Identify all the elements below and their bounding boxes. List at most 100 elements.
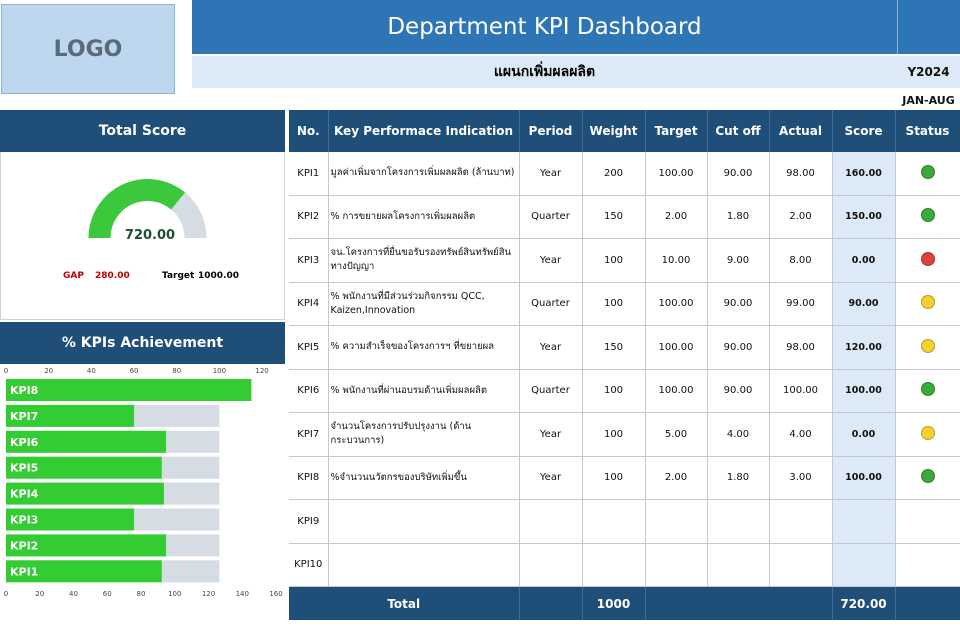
total-score: 720.00: [832, 586, 896, 620]
achievement-bar: [6, 379, 252, 401]
cell-score: [832, 543, 896, 587]
total-weight: 1000: [582, 586, 646, 620]
cell-actual: 8.00: [769, 238, 833, 283]
cell-cutoff: 4.00: [707, 412, 770, 457]
cell-score: 100.00: [832, 456, 896, 500]
cell-cutoff: [707, 543, 770, 587]
achievement-bar: [6, 534, 167, 557]
cell-target: 100.00: [645, 325, 708, 370]
status-yellow-icon: [920, 425, 935, 440]
cell-actual: 3.00: [769, 456, 833, 500]
bottom-axis-tick-label: 140: [236, 590, 249, 598]
bar-category-label: KPI8: [10, 384, 38, 397]
total-score-heading: Total Score: [0, 110, 285, 152]
cell-status: [895, 152, 960, 196]
cell-target: 2.00: [645, 456, 708, 500]
cell-weight: 100: [582, 282, 646, 326]
table-row: KPI5% ความสำเร็จของโครงการฯ ที่ขยายผล Yea…: [289, 325, 960, 370]
cell-name: %จำนวนนวัตกรของบริษัทเพิ่มขึ้น: [328, 456, 520, 500]
table-row: KPI8 %จำนวนนวัตกรของบริษัทเพิ่มขึ้น Year 10…: [289, 456, 960, 500]
cell-score: 90.00: [832, 282, 896, 326]
cell-target: 100.00: [645, 152, 708, 196]
cell-no: KPI10: [289, 543, 329, 587]
bar-category-label: KPI5: [10, 462, 38, 475]
cell-score: 160.00: [832, 152, 896, 196]
bottom-axis-tick-label: 60: [103, 590, 112, 598]
cell-status: [895, 412, 960, 457]
cell-status: [895, 369, 960, 413]
cell-name: % การขยายผลโครงการเพิ่มผลผลิต: [328, 195, 520, 239]
cell-weight: 200: [582, 152, 646, 196]
cell-period: Quarter: [519, 282, 583, 326]
kpi-table: No. Key Performace Indication Period Weight…: [289, 110, 960, 620]
cell-cutoff: 90.00: [707, 325, 770, 370]
cell-no: KPI3: [289, 238, 329, 283]
cell-period: Year: [519, 238, 583, 283]
cell-name: มูลค่าเพิ่มจากโครงการเพิ่มผลผลิต (ล้านบา…: [328, 152, 520, 196]
top-axis-tick-label: 60: [130, 367, 139, 375]
cell-actual: [769, 499, 833, 544]
kpi-achievement-heading: % KPIs Achievement: [0, 322, 285, 364]
cell-status: [895, 325, 960, 370]
total-score-value: 720.00: [124, 228, 176, 243]
title-bar-right-cell: [897, 0, 960, 54]
target-value: 1000.00: [198, 271, 239, 281]
cell-no: KPI1: [289, 152, 329, 196]
table-row: KPI4% พนักงานที่มีส่วนร่วมกิจกรรม QCC, K…: [289, 282, 960, 326]
cell-period: Year: [519, 412, 583, 457]
dashboard-title: Department KPI Dashboard: [192, 0, 897, 54]
total-status: [895, 586, 960, 620]
cell-period: [519, 499, 583, 544]
cell-actual: [769, 543, 833, 587]
bar-category-label: KPI4: [10, 488, 39, 501]
cell-no: KPI4: [289, 282, 329, 326]
top-axis-tick-label: 80: [172, 367, 181, 375]
cell-weight: [582, 543, 646, 587]
cell-name: [328, 499, 520, 544]
achievement-bar: [6, 508, 135, 531]
table-row: KPI3 จน.โครงการที่ยื่นขอรับรองทรัพย์สินทร…: [289, 238, 960, 283]
cell-score: 120.00: [832, 325, 896, 370]
table-row: KPI7 จำนวนโครงการปรับปรุงงาน (ด้านกระบวนก…: [289, 412, 960, 457]
cell-weight: 100: [582, 456, 646, 500]
cell-score: 100.00: [832, 369, 896, 413]
cell-actual: 99.00: [769, 282, 833, 326]
status-green-icon: [920, 382, 935, 397]
bottom-axis-tick-label: 120: [202, 590, 215, 598]
cell-name: จำนวนโครงการปรับปรุงงาน (ด้านกระบวนการ): [328, 412, 520, 457]
cell-cutoff: 9.00: [707, 238, 770, 283]
status-yellow-icon: [920, 338, 935, 353]
cell-no: KPI7: [289, 412, 329, 457]
cell-weight: 100: [582, 412, 646, 457]
bar-category-label: KPI3: [10, 514, 38, 527]
status-green-icon: [920, 469, 935, 484]
achievement-bar: [6, 456, 162, 479]
table-row: KPI2% การขยายผลโครงการเพิ่มผลผลิต Quarter…: [289, 195, 960, 239]
col-status-header: Status: [895, 110, 960, 152]
cell-cutoff: 90.00: [707, 282, 770, 326]
cell-status: [895, 282, 960, 326]
bottom-axis-tick-label: 80: [137, 590, 146, 598]
status-green-icon: [920, 208, 935, 223]
cell-status: [895, 543, 960, 587]
col-score-header: Score: [832, 110, 896, 152]
gauge-fill: [88, 179, 186, 239]
bottom-axis-tick-label: 40: [69, 590, 78, 598]
bar-category-label: KPI7: [10, 410, 38, 423]
bar-category-label: KPI2: [10, 539, 38, 552]
bottom-axis-tick-label: 100: [168, 590, 181, 598]
gap-label: GAP: [63, 271, 84, 281]
bottom-axis-tick-label: 20: [35, 590, 44, 598]
bottom-axis-tick-label: 0: [4, 590, 8, 598]
cell-name: [328, 543, 520, 587]
status-green-icon: [920, 164, 935, 179]
table-header-row: No. Key Performace Indication Period Weight…: [289, 110, 960, 152]
cell-weight: 150: [582, 325, 646, 370]
cell-score: [832, 499, 896, 544]
department-subtitle: แผนกเพิ่มผลผลิต: [192, 56, 897, 88]
cell-status: [895, 499, 960, 544]
table-row: KPI1 มูลค่าเพิ่มจากโครงการเพิ่มผลผลิต (ล้…: [289, 152, 960, 196]
cell-target: 100.00: [645, 369, 708, 413]
gauge-track: [170, 192, 207, 239]
cell-actual: 98.00: [769, 325, 833, 370]
